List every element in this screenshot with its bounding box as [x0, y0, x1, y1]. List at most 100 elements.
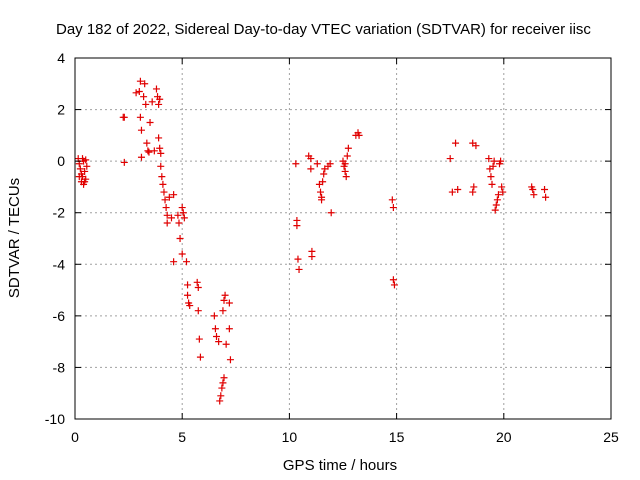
data-point	[155, 134, 163, 142]
data-point	[470, 183, 478, 191]
data-point	[120, 113, 128, 121]
data-point	[341, 160, 349, 168]
x-tick-label: 0	[71, 429, 79, 445]
data-point	[75, 173, 83, 181]
data-point	[184, 291, 192, 299]
data-point	[145, 148, 153, 156]
data-point	[488, 180, 496, 188]
y-axis-label: SDTVAR / TECUs	[6, 178, 23, 298]
x-tick-label: 15	[389, 429, 405, 445]
data-point	[158, 173, 166, 181]
data-point	[307, 165, 315, 173]
data-point	[529, 186, 537, 194]
x-tick-label: 20	[496, 429, 512, 445]
data-point	[184, 281, 192, 289]
data-point	[170, 258, 178, 266]
data-point	[221, 291, 229, 299]
data-point	[490, 157, 498, 165]
data-point	[155, 100, 163, 108]
data-point	[489, 162, 497, 170]
data-point	[219, 307, 227, 315]
data-point	[195, 335, 203, 343]
data-point	[446, 155, 454, 163]
data-point	[542, 193, 550, 201]
data-point	[213, 332, 221, 340]
data-point	[152, 85, 160, 93]
y-tick-label: 0	[57, 153, 65, 169]
data-point	[355, 131, 363, 139]
data-point	[452, 139, 460, 147]
data-point	[156, 144, 164, 152]
data-point	[157, 162, 165, 170]
data-point	[136, 77, 144, 85]
data-point	[210, 312, 218, 320]
data-point	[174, 211, 182, 219]
data-point	[222, 340, 230, 348]
data-point	[388, 196, 396, 204]
x-axis-label: GPS time / hours	[283, 457, 397, 474]
data-point	[120, 158, 128, 166]
data-point	[320, 170, 328, 178]
data-point	[220, 296, 228, 304]
data-points	[74, 77, 550, 405]
data-point	[167, 214, 175, 222]
data-point	[498, 183, 506, 191]
chart-title: Day 182 of 2022, Sidereal Day-to-day VTE…	[56, 21, 591, 38]
data-point	[141, 80, 149, 88]
data-point	[448, 188, 456, 196]
data-point	[327, 209, 335, 217]
y-tick-label: -10	[45, 411, 65, 427]
axis-ticks: 0 5 10 15 20 25 -10 -8 -6 -4 -2 0 2 4	[45, 50, 619, 445]
data-point	[225, 299, 233, 307]
data-point	[292, 160, 300, 168]
data-point	[150, 147, 158, 155]
data-point	[179, 209, 187, 217]
data-point	[81, 178, 89, 186]
data-point	[143, 139, 151, 147]
grid	[75, 58, 611, 419]
data-point	[390, 281, 398, 289]
data-point	[159, 180, 167, 188]
y-tick-label: -2	[53, 205, 66, 221]
data-point	[170, 191, 178, 199]
data-point	[194, 307, 202, 315]
data-point	[160, 188, 168, 196]
data-point	[211, 325, 219, 333]
data-point	[491, 206, 499, 214]
data-point	[140, 93, 148, 101]
data-point	[137, 126, 145, 134]
y-tick-label: -4	[53, 256, 66, 272]
data-point	[193, 278, 201, 286]
data-point	[215, 338, 223, 346]
data-point	[485, 155, 493, 163]
data-point	[83, 162, 91, 170]
data-point	[313, 160, 321, 168]
data-point	[294, 255, 302, 263]
data-point	[163, 211, 171, 219]
data-point	[194, 283, 202, 291]
data-point	[492, 201, 500, 209]
data-point	[341, 167, 349, 175]
y-tick-label: 2	[57, 102, 65, 118]
data-point	[293, 222, 301, 230]
data-point	[493, 196, 501, 204]
data-point	[175, 219, 183, 227]
data-point	[324, 162, 332, 170]
data-point	[530, 191, 538, 199]
y-tick-label: -8	[53, 359, 66, 375]
data-point	[308, 253, 316, 261]
x-tick-label: 10	[282, 429, 298, 445]
data-point	[389, 276, 397, 284]
data-point	[216, 397, 224, 405]
data-point	[220, 374, 228, 382]
data-point	[76, 165, 84, 173]
data-point	[225, 325, 233, 333]
data-point	[472, 142, 480, 150]
data-point	[295, 265, 303, 273]
data-point	[186, 302, 194, 310]
data-point	[136, 113, 144, 121]
data-point	[180, 214, 188, 222]
data-point	[487, 173, 495, 181]
x-tick-label: 25	[603, 429, 619, 445]
data-point	[137, 153, 145, 161]
